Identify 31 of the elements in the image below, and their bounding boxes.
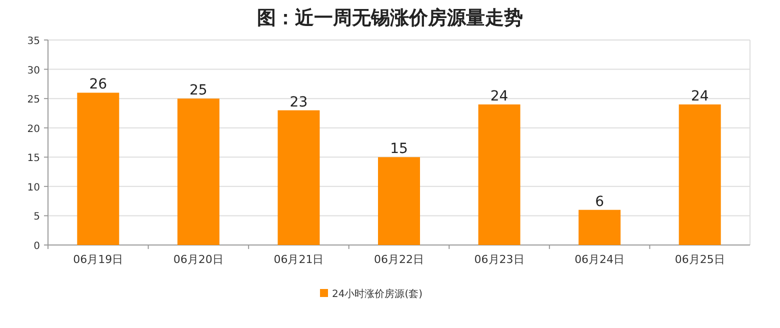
x-tick-label: 06月24日 <box>574 253 625 266</box>
data-label: 6 <box>595 194 604 210</box>
bar <box>578 210 621 245</box>
y-tick-label: 0 <box>34 241 40 252</box>
bar <box>478 104 520 245</box>
data-label: 23 <box>290 94 308 110</box>
y-tick-label: 20 <box>27 124 40 135</box>
data-label: 15 <box>390 141 408 158</box>
bar <box>378 157 420 245</box>
x-tick-label: 06月21日 <box>274 253 324 266</box>
data-label: 26 <box>89 76 108 93</box>
data-label: 24 <box>490 88 508 104</box>
x-tick-label: 06月25日 <box>674 253 725 266</box>
bar <box>278 110 320 245</box>
chart-title: 图：近一周无锡涨价房源量走势 <box>257 7 523 29</box>
y-tick-label: 10 <box>27 182 40 194</box>
data-label: 24 <box>690 88 709 104</box>
x-tick-label: 06月19日 <box>73 253 124 266</box>
y-tick-label: 30 <box>27 65 40 76</box>
bar <box>77 92 120 245</box>
x-tick-label: 06月22日 <box>374 253 424 266</box>
y-tick-label: 35 <box>27 36 40 47</box>
bar <box>678 104 721 245</box>
y-tick-label: 15 <box>27 153 40 164</box>
legend-label: 24小时涨价房源(套) <box>332 288 423 300</box>
data-label: 25 <box>190 82 208 99</box>
y-tick-label: 25 <box>27 94 40 106</box>
y-tick-label: 5 <box>34 212 40 223</box>
x-tick-label: 06月23日 <box>474 253 524 266</box>
bar <box>177 98 220 245</box>
x-tick-label: 06月20日 <box>173 253 224 266</box>
